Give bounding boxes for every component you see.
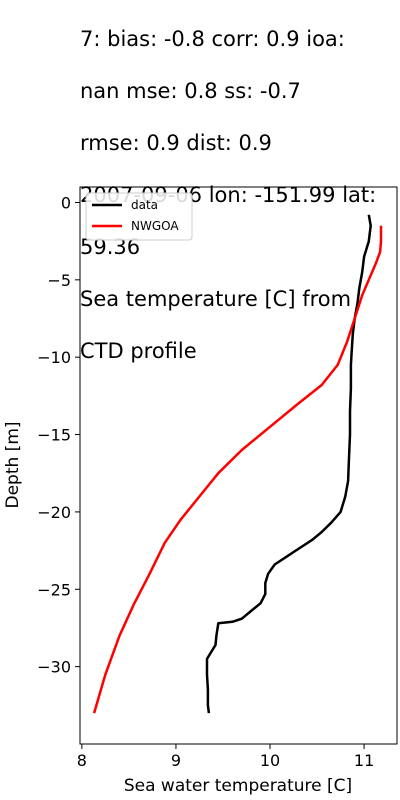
y-tick-label: −10	[37, 348, 71, 367]
y-axis-label: Depth [m]	[3, 421, 23, 508]
legend: data NWGOA	[85, 192, 193, 241]
x-tick-label: 11	[354, 751, 374, 770]
x-axis-label: Sea water temperature [C]	[124, 776, 352, 796]
x-tick-label: 10	[260, 751, 280, 770]
title-line: nan mse: 0.8 ss: -0.7	[80, 79, 301, 103]
title-line: rmse: 0.9 dist: 0.9	[80, 131, 272, 155]
legend-label-data: data	[131, 198, 158, 212]
title-line: Sea temperature [C] from	[80, 287, 352, 311]
series-line-data	[205, 214, 372, 714]
legend-label-nwgoa: NWGOA	[131, 219, 179, 233]
x-tick-label: 9	[171, 751, 181, 770]
series-line-nwgoa	[92, 225, 383, 714]
plot-area-frame	[79, 186, 398, 745]
x-axis: 8 9 10 11	[77, 744, 374, 770]
x-tick-label: 8	[77, 751, 87, 770]
title-line: CTD profile	[80, 339, 197, 363]
y-axis: 0 −5 −10 −15 −20 −25 −30	[37, 193, 80, 677]
y-tick-label: −20	[37, 503, 71, 522]
y-tick-label: −5	[47, 271, 71, 290]
series-layer	[92, 214, 383, 714]
title-line: 7: bias: -0.8 corr: 0.9 ioa:	[80, 27, 345, 51]
y-tick-label: 0	[61, 193, 71, 212]
y-tick-label: −30	[37, 658, 71, 677]
y-tick-label: −15	[37, 426, 71, 445]
y-tick-label: −25	[37, 580, 71, 599]
